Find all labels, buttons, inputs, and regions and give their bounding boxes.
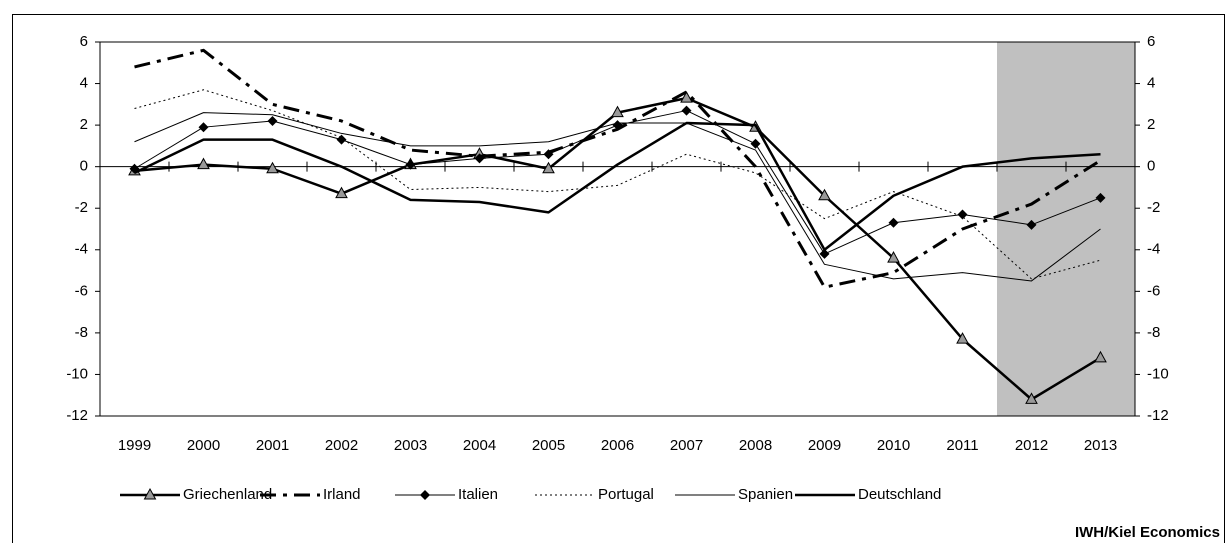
x-tick-label: 2010 <box>877 437 910 454</box>
plot-border <box>99 41 1136 417</box>
marker <box>887 251 900 263</box>
y-tick-label: -2 <box>75 199 88 216</box>
shaded-area <box>997 42 1135 416</box>
x-tick-label: 1999 <box>118 437 151 454</box>
y-tick-label: 2 <box>80 116 88 133</box>
legend-label: Italien <box>458 486 498 503</box>
frame <box>12 14 1225 543</box>
series-line <box>134 110 1101 255</box>
legend-label: Spanien <box>738 486 793 503</box>
y2-tick-label: 2 <box>1147 116 1155 133</box>
series-line <box>133 121 1101 252</box>
y-tick-label: 6 <box>80 33 88 50</box>
marker <box>266 161 279 174</box>
marker <box>819 248 830 259</box>
marker <box>750 138 761 149</box>
marker <box>420 490 430 500</box>
x-tick-label: 2012 <box>1015 437 1048 454</box>
y-tick-label: 0 <box>80 158 88 175</box>
y2-tick-label: -12 <box>1147 407 1169 424</box>
marker <box>267 115 278 126</box>
x-tick-label: 2004 <box>463 437 496 454</box>
x-tick-label: 2009 <box>808 437 841 454</box>
legend-label: Griechenland <box>183 486 272 503</box>
legend-label: Irland <box>323 486 361 503</box>
marker <box>888 217 899 228</box>
marker <box>681 105 692 116</box>
x-tick-label: 2005 <box>532 437 565 454</box>
x-tick-label: 2007 <box>670 437 703 454</box>
x-tick-label: 2001 <box>256 437 289 454</box>
y2-tick-label: -2 <box>1147 199 1160 216</box>
marker <box>197 157 210 170</box>
x-tick-label: 2013 <box>1084 437 1117 454</box>
y2-tick-label: 6 <box>1147 33 1155 50</box>
marker <box>336 134 347 145</box>
x-tick-label: 2008 <box>739 437 772 454</box>
marker <box>680 91 693 103</box>
y-tick-label: -12 <box>66 407 88 424</box>
marker <box>474 153 485 164</box>
source: IWH/Kiel Economics <box>1075 524 1220 541</box>
y2-tick-label: 4 <box>1147 75 1155 92</box>
y2-tick-label: -10 <box>1147 365 1169 382</box>
marker <box>405 159 416 170</box>
marker <box>143 487 157 500</box>
y2-tick-label: -6 <box>1147 282 1160 299</box>
series-line <box>134 112 1101 282</box>
y-tick-label: -4 <box>75 241 88 258</box>
series-line <box>134 89 1101 280</box>
marker <box>818 188 831 201</box>
marker <box>956 332 969 344</box>
marker <box>957 209 968 220</box>
y2-tick-label: -4 <box>1147 241 1160 258</box>
y-tick-label: 4 <box>80 75 88 92</box>
marker <box>1095 192 1106 203</box>
legend-label: Deutschland <box>858 486 941 503</box>
marker <box>1025 392 1038 404</box>
marker <box>1094 350 1107 363</box>
y-tick-label: -10 <box>66 365 88 382</box>
y-tick-label: -6 <box>75 282 88 299</box>
marker <box>611 105 624 118</box>
x-tick-label: 2000 <box>187 437 220 454</box>
x-tick-label: 2006 <box>601 437 634 454</box>
x-tick-label: 2003 <box>394 437 427 454</box>
marker <box>543 149 554 160</box>
y2-tick-label: 0 <box>1147 158 1155 175</box>
marker <box>542 161 555 174</box>
y-tick-label: -8 <box>75 324 88 341</box>
y2-tick-label: -8 <box>1147 324 1160 341</box>
marker <box>335 186 348 199</box>
legend-label: Portugal <box>598 486 654 503</box>
x-tick-label: 2011 <box>946 437 978 454</box>
marker <box>198 122 209 133</box>
x-tick-label: 2002 <box>325 437 358 454</box>
marker <box>1026 219 1037 230</box>
